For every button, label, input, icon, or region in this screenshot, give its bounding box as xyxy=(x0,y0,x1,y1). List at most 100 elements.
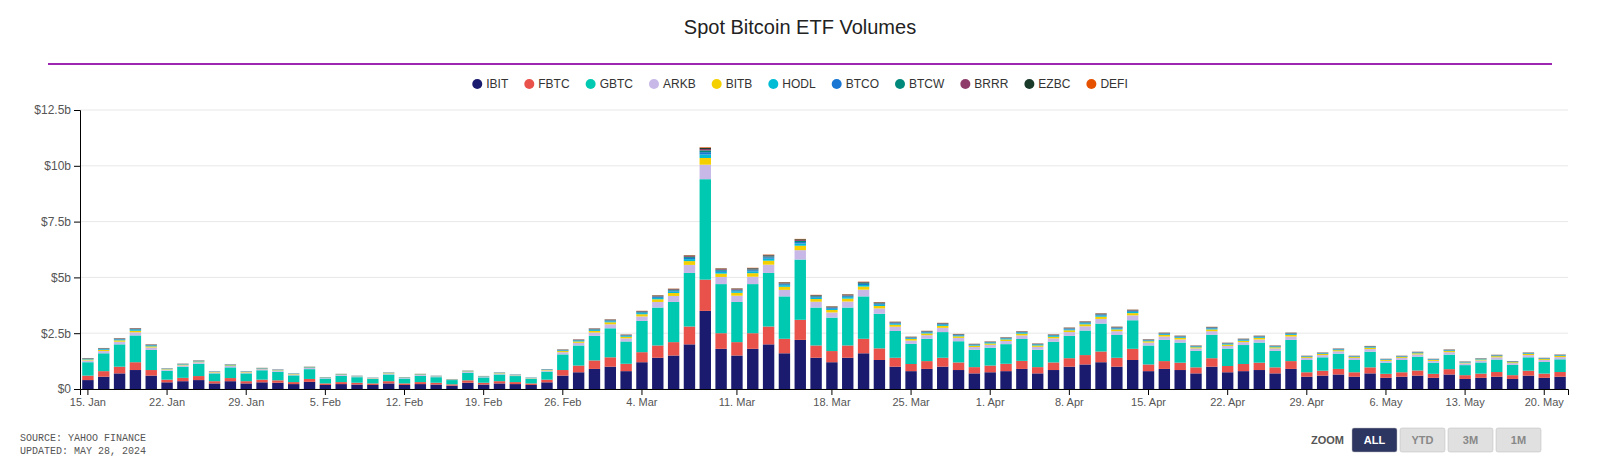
bar xyxy=(1507,361,1518,362)
bar xyxy=(700,150,711,152)
bar xyxy=(1554,372,1565,377)
bar xyxy=(1317,353,1328,354)
bar xyxy=(842,296,853,298)
bar xyxy=(1064,327,1075,328)
bar xyxy=(557,352,568,354)
bar xyxy=(1206,329,1217,331)
bar xyxy=(1143,340,1154,341)
bar xyxy=(256,368,267,369)
bar xyxy=(256,369,267,370)
bar xyxy=(1444,350,1455,352)
x-tick-label: 22. Jan xyxy=(149,396,185,408)
bar xyxy=(446,379,457,380)
bar xyxy=(399,383,410,385)
bar xyxy=(383,373,394,375)
bar xyxy=(1396,356,1407,357)
bar xyxy=(810,345,821,357)
bar xyxy=(1238,340,1249,342)
bar xyxy=(1190,345,1201,346)
bar xyxy=(810,296,821,298)
bar xyxy=(810,358,821,389)
bar xyxy=(620,335,631,336)
bar xyxy=(130,328,141,329)
bar xyxy=(684,255,695,257)
bar xyxy=(1380,358,1391,359)
bar xyxy=(1111,329,1122,331)
bar xyxy=(1491,354,1502,355)
bar xyxy=(1333,351,1344,353)
bar xyxy=(1412,352,1423,353)
y-tick: $0 xyxy=(58,382,80,396)
legend-label: BRRR xyxy=(974,77,1008,91)
bar xyxy=(700,179,711,279)
bar xyxy=(953,335,964,337)
bar xyxy=(1016,331,1027,332)
bar xyxy=(1491,355,1502,356)
bar xyxy=(557,349,568,350)
bar xyxy=(462,371,473,373)
bar xyxy=(1412,352,1423,353)
bar xyxy=(858,282,869,284)
bar xyxy=(288,373,299,374)
x-tick: 11. Mar xyxy=(719,389,756,408)
bar xyxy=(1238,339,1249,340)
bar-series xyxy=(82,179,1566,384)
bar xyxy=(1143,340,1154,342)
bar xyxy=(969,344,980,345)
bar xyxy=(1396,358,1407,360)
bar xyxy=(430,385,441,389)
bar xyxy=(1048,338,1059,341)
legend-marker xyxy=(649,79,659,89)
bar xyxy=(1539,358,1550,359)
bar xyxy=(1285,332,1296,333)
bar xyxy=(684,273,695,327)
bar xyxy=(1349,356,1360,357)
bar xyxy=(620,334,631,335)
bar xyxy=(557,351,568,352)
bar xyxy=(130,331,141,333)
bar xyxy=(320,377,331,378)
bar xyxy=(351,375,362,376)
bar xyxy=(1000,341,1011,344)
legend-marker xyxy=(472,79,482,89)
bar xyxy=(478,375,489,376)
bar xyxy=(478,375,489,376)
bar xyxy=(605,328,616,357)
bar xyxy=(589,329,600,331)
bar xyxy=(510,374,521,375)
bar xyxy=(826,309,837,310)
bar xyxy=(890,358,901,367)
bar xyxy=(1396,372,1407,376)
bar xyxy=(1127,349,1138,360)
bar xyxy=(1459,375,1470,379)
bar xyxy=(241,371,252,372)
bar xyxy=(1238,339,1249,340)
bar xyxy=(1507,361,1518,362)
bar xyxy=(161,382,172,389)
bar xyxy=(1475,358,1486,359)
bar xyxy=(905,341,916,344)
bar xyxy=(1174,363,1185,370)
y-tick-mark xyxy=(74,110,80,111)
bar xyxy=(130,328,141,329)
bar xyxy=(905,339,916,341)
bar xyxy=(1554,355,1565,356)
x-tick: 6. May xyxy=(1369,389,1403,408)
bar xyxy=(1206,326,1217,327)
bar xyxy=(668,289,679,291)
bar xyxy=(1016,331,1027,332)
bar xyxy=(193,360,204,361)
bar xyxy=(985,342,996,344)
bar xyxy=(367,377,378,378)
bar xyxy=(383,372,394,373)
bar xyxy=(1554,357,1565,359)
x-tick-mark xyxy=(167,389,168,395)
bar xyxy=(747,277,758,284)
bar xyxy=(462,370,473,371)
x-tick-label: 26. Feb xyxy=(544,396,581,408)
bar xyxy=(415,376,426,382)
bar xyxy=(652,296,663,298)
bar xyxy=(1206,326,1217,327)
bar xyxy=(1190,345,1201,346)
bar xyxy=(1507,365,1518,375)
